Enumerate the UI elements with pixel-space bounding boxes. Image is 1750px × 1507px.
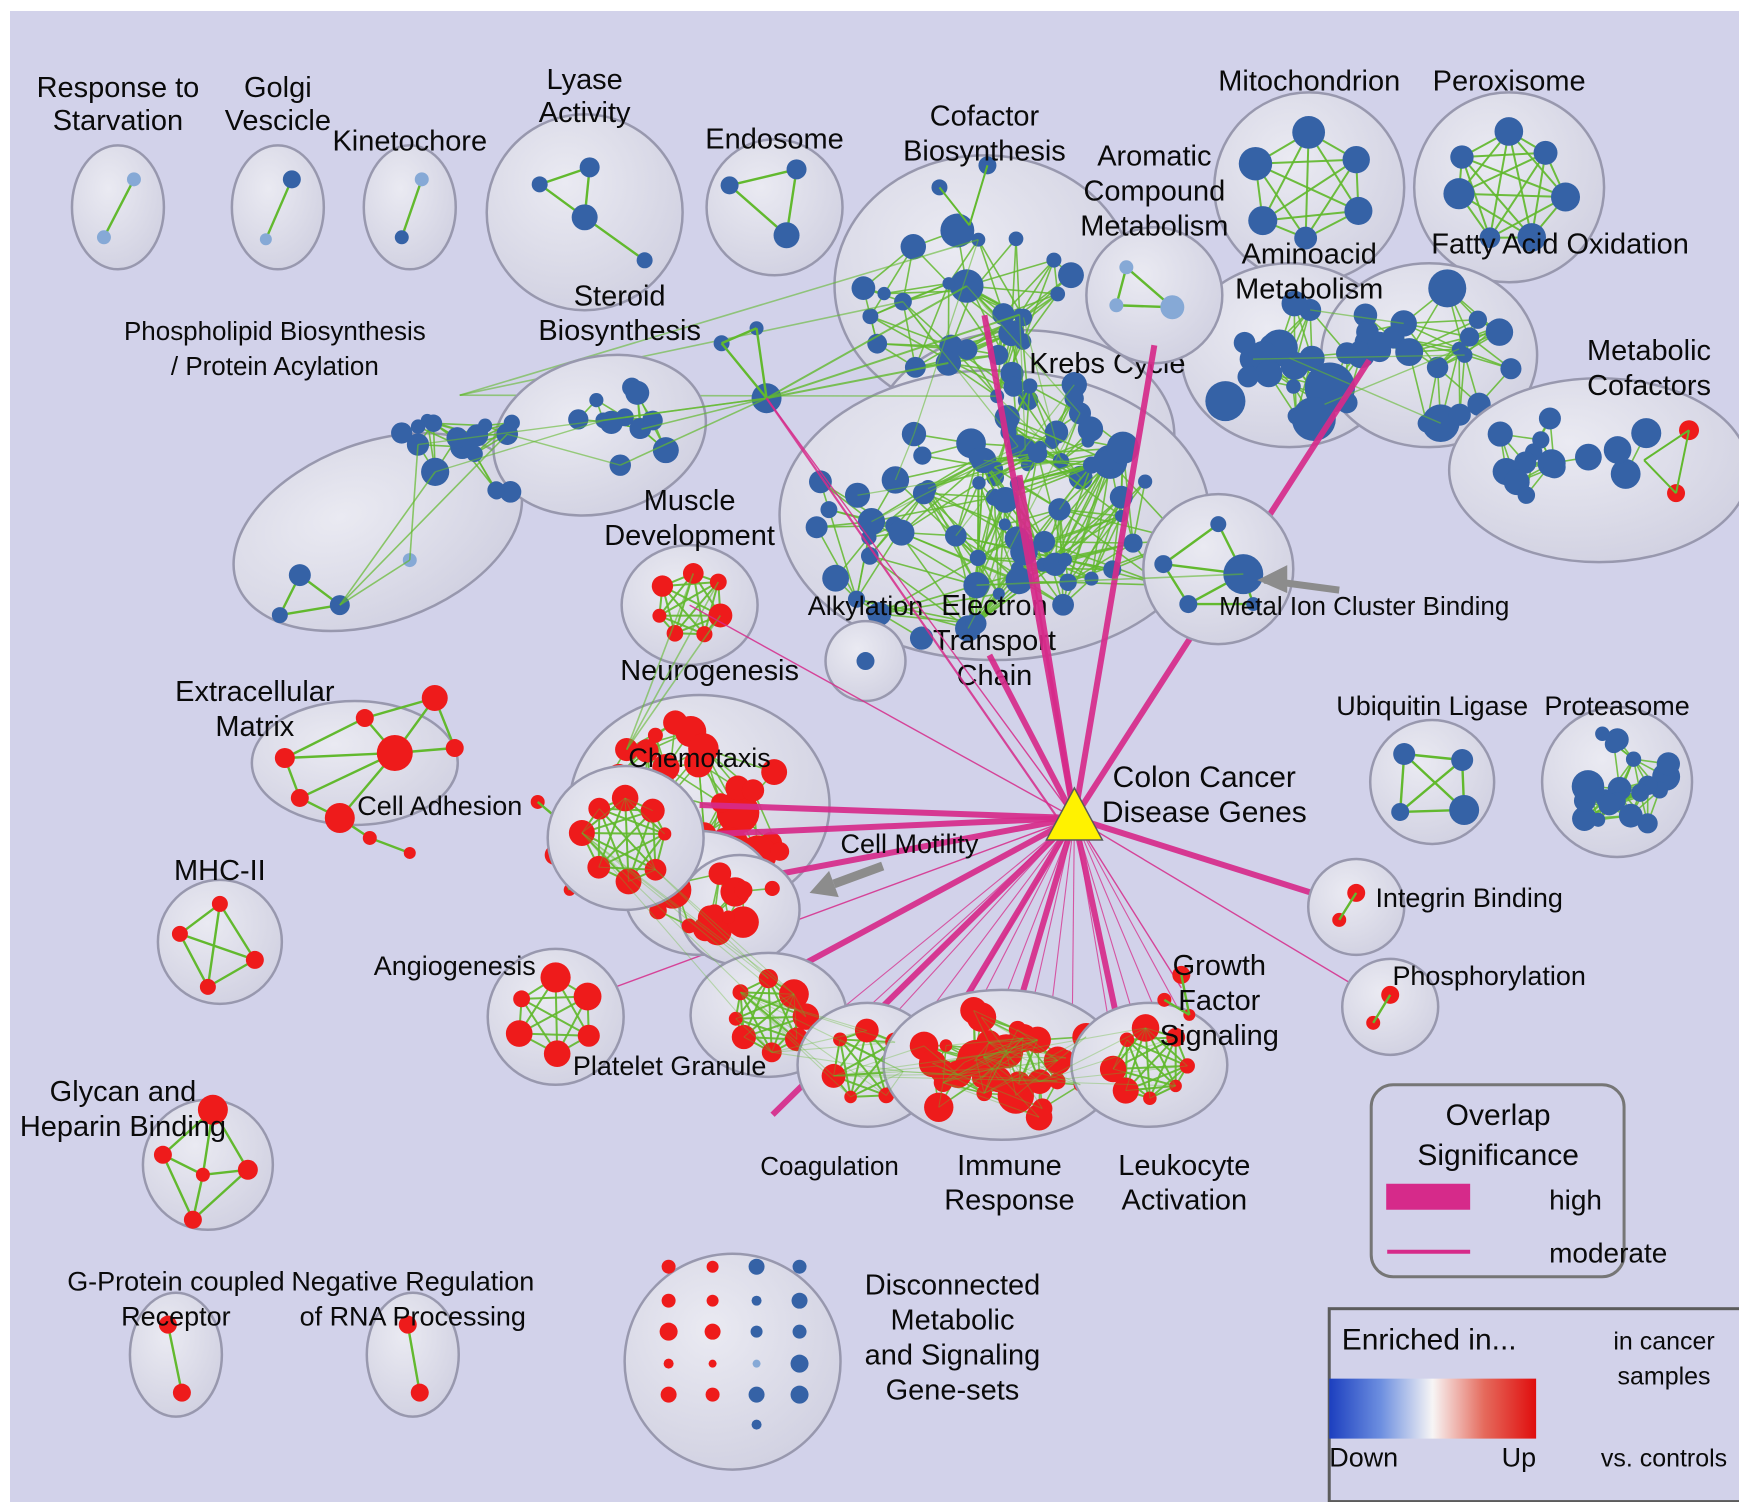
svg-text:Cell Motility: Cell Motility [841,829,979,859]
svg-text:Heparin Binding: Heparin Binding [20,1111,226,1143]
svg-text:high: high [1549,1185,1602,1216]
svg-text:Biosynthesis: Biosynthesis [903,135,1066,167]
svg-text:Phospholipid Biosynthesis: Phospholipid Biosynthesis [124,316,426,346]
svg-text:Mitochondrion: Mitochondrion [1218,65,1400,97]
svg-text:Extracellular: Extracellular [175,676,335,708]
svg-text:Metabolism: Metabolism [1080,210,1228,242]
svg-text:and Signaling: and Signaling [865,1340,1041,1372]
svg-text:Response: Response [944,1185,1074,1217]
svg-text:Matrix: Matrix [215,711,294,743]
svg-text:Proteasome: Proteasome [1544,691,1689,721]
svg-text:Neurogenesis: Neurogenesis [620,655,799,687]
svg-text:/ Protein Acylation: / Protein Acylation [171,351,379,381]
svg-text:Up: Up [1502,1443,1536,1473]
svg-text:Endosome: Endosome [705,123,844,155]
svg-text:Peroxisome: Peroxisome [1433,65,1586,97]
svg-text:Chemotaxis: Chemotaxis [628,743,770,773]
svg-text:Growth: Growth [1173,950,1266,982]
svg-text:Enriched in...: Enriched in... [1342,1324,1517,1357]
svg-text:Integrin Binding: Integrin Binding [1375,883,1562,913]
svg-text:Biosynthesis: Biosynthesis [538,315,701,347]
svg-text:moderate: moderate [1549,1238,1667,1269]
svg-text:Development: Development [604,520,775,552]
svg-text:Metal Ion Cluster Binding: Metal Ion Cluster Binding [1219,591,1509,621]
svg-text:in cancer: in cancer [1613,1328,1714,1356]
svg-text:Compound: Compound [1083,175,1225,207]
svg-text:Significance: Significance [1417,1139,1579,1172]
svg-text:Angiogenesis: Angiogenesis [374,951,536,981]
svg-text:Negative Regulation: Negative Regulation [291,1267,534,1297]
svg-text:Transport: Transport [933,625,1056,657]
svg-text:MHC-II: MHC-II [174,855,266,887]
svg-text:Disease Genes: Disease Genes [1102,796,1307,829]
svg-text:Activation: Activation [1122,1185,1248,1217]
svg-text:Disconnected: Disconnected [865,1270,1041,1302]
svg-text:Aromatic: Aromatic [1097,140,1211,172]
svg-text:Glycan and: Glycan and [50,1076,197,1108]
svg-text:Platelet Granule: Platelet Granule [573,1051,766,1081]
svg-text:Steroid: Steroid [574,280,666,312]
svg-text:G-Protein coupled: G-Protein coupled [67,1267,284,1297]
svg-text:Cofactors: Cofactors [1587,370,1711,402]
svg-text:Immune: Immune [957,1150,1062,1182]
svg-text:Receptor: Receptor [121,1302,230,1332]
svg-text:Cofactor: Cofactor [930,100,1040,132]
svg-text:Factor: Factor [1178,985,1260,1017]
svg-text:Phosphorylation: Phosphorylation [1392,961,1585,991]
svg-text:Aminoacid: Aminoacid [1242,238,1377,270]
svg-text:Metabolism: Metabolism [1235,273,1383,305]
svg-text:Down: Down [1329,1443,1398,1473]
svg-text:Kinetochore: Kinetochore [332,125,487,157]
svg-text:Leukocyte: Leukocyte [1118,1150,1250,1182]
svg-text:Metabolic: Metabolic [890,1305,1014,1337]
svg-text:of RNA Processing: of RNA Processing [300,1302,526,1332]
svg-text:Signaling: Signaling [1160,1020,1279,1052]
svg-text:Fatty Acid Oxidation: Fatty Acid Oxidation [1431,228,1689,260]
svg-text:Coagulation: Coagulation [760,1151,899,1181]
svg-text:Overlap: Overlap [1446,1099,1551,1132]
svg-text:Ubiquitin Ligase: Ubiquitin Ligase [1336,691,1528,721]
svg-text:Metabolic: Metabolic [1587,335,1711,367]
svg-text:Colon Cancer: Colon Cancer [1113,761,1296,794]
svg-text:Alkylation: Alkylation [808,591,923,621]
svg-text:Muscle: Muscle [644,485,736,517]
svg-text:samples: samples [1618,1363,1711,1391]
svg-text:Gene-sets: Gene-sets [886,1375,1020,1407]
svg-text:Cell Adhesion: Cell Adhesion [357,791,522,821]
svg-text:vs. controls: vs. controls [1601,1445,1727,1473]
